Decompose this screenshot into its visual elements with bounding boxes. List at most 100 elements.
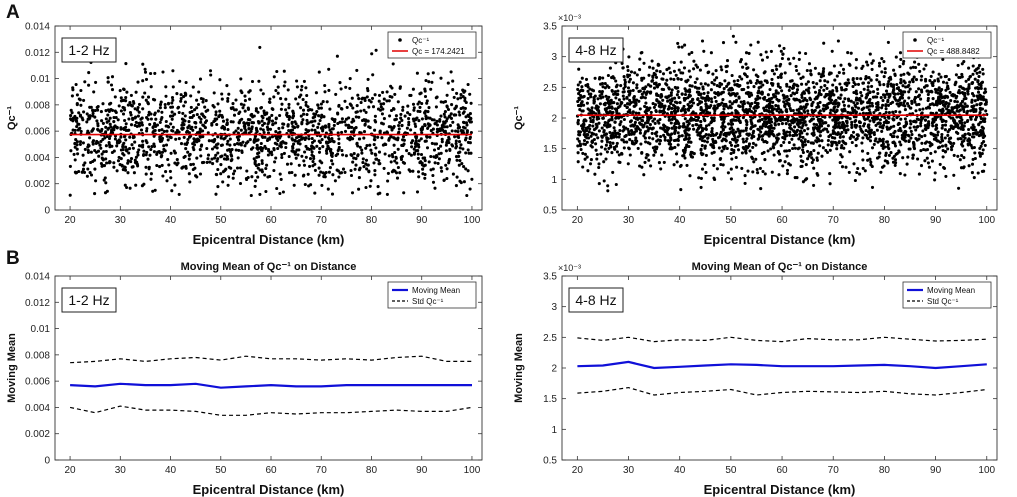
data-point: [936, 88, 940, 92]
data-point: [832, 64, 836, 68]
data-point: [247, 90, 251, 94]
data-point: [296, 141, 300, 145]
data-point: [420, 117, 424, 121]
y-axis-label: Qc⁻¹: [513, 106, 525, 130]
data-point: [960, 75, 964, 79]
data-point: [931, 83, 935, 88]
data-point: [360, 148, 364, 152]
data-point: [462, 180, 466, 184]
data-point: [108, 144, 112, 148]
data-point: [756, 94, 760, 98]
data-point: [96, 127, 100, 131]
data-point: [394, 155, 398, 159]
data-point: [622, 128, 626, 132]
data-point: [700, 129, 704, 133]
data-point: [143, 91, 147, 95]
data-point: [434, 154, 439, 158]
data-point: [968, 133, 972, 137]
data-point: [787, 162, 791, 166]
data-point: [655, 93, 659, 97]
data-point: [225, 121, 229, 125]
data-point: [927, 90, 931, 94]
data-point: [262, 109, 266, 113]
data-point: [123, 183, 127, 187]
data-point: [345, 105, 349, 109]
data-point: [730, 86, 734, 90]
data-point: [622, 75, 626, 79]
data-point: [392, 136, 396, 140]
data-point: [868, 104, 872, 108]
data-point: [73, 114, 77, 118]
data-point: [833, 136, 837, 140]
data-point: [86, 148, 90, 152]
data-point: [180, 166, 184, 170]
data-point: [725, 64, 729, 68]
data-point: [779, 75, 783, 79]
data-point: [713, 177, 717, 182]
data-point: [90, 129, 94, 133]
data-point: [98, 143, 102, 147]
data-point: [589, 109, 593, 113]
data-point: [183, 142, 187, 146]
data-point: [619, 120, 623, 124]
data-point: [810, 104, 814, 108]
data-point: [121, 105, 125, 109]
data-point: [685, 120, 689, 124]
legend-label: Qc⁻¹: [412, 36, 429, 45]
data-point: [382, 97, 386, 101]
data-point: [430, 118, 434, 122]
data-point: [213, 156, 217, 160]
data-point: [578, 80, 582, 84]
data-point: [360, 97, 364, 101]
data-point: [310, 120, 314, 124]
data-point: [225, 118, 229, 122]
data-point: [939, 89, 943, 93]
data-point: [808, 96, 812, 100]
data-point: [166, 124, 170, 128]
data-point: [971, 146, 975, 150]
data-point: [597, 165, 601, 170]
data-point: [597, 121, 601, 125]
data-point: [903, 108, 907, 112]
data-point: [823, 79, 827, 83]
data-point: [340, 148, 344, 153]
data-point: [310, 136, 314, 141]
data-point: [385, 192, 389, 196]
data-point: [703, 144, 707, 148]
data-point: [886, 82, 890, 86]
data-point: [458, 146, 462, 150]
data-point: [740, 166, 744, 170]
data-point: [984, 109, 988, 113]
data-point: [657, 83, 661, 87]
data-point: [860, 107, 864, 112]
data-point: [161, 70, 165, 74]
data-point: [253, 184, 257, 188]
data-point: [732, 79, 736, 83]
data-point: [937, 72, 941, 76]
data-point: [969, 109, 973, 113]
data-point: [783, 160, 787, 164]
data-point: [883, 159, 887, 163]
data-point: [339, 87, 343, 91]
data-point: [611, 131, 615, 135]
data-point: [785, 154, 789, 158]
data-point: [797, 72, 801, 76]
data-point: [155, 123, 160, 127]
data-point: [847, 170, 851, 174]
data-point: [123, 168, 128, 172]
x-tick-label: 30: [623, 215, 635, 226]
data-point: [831, 92, 835, 96]
data-point: [159, 100, 163, 104]
data-point: [449, 112, 453, 116]
data-point: [730, 126, 734, 130]
data-point: [450, 129, 454, 133]
data-point: [455, 91, 459, 95]
data-point: [978, 152, 982, 157]
data-point: [916, 157, 920, 161]
data-point: [689, 140, 693, 144]
data-point: [967, 77, 971, 81]
data-point: [734, 140, 738, 144]
data-point: [104, 149, 108, 154]
y-tick-label: 0.01: [31, 74, 51, 85]
data-point: [117, 104, 121, 108]
